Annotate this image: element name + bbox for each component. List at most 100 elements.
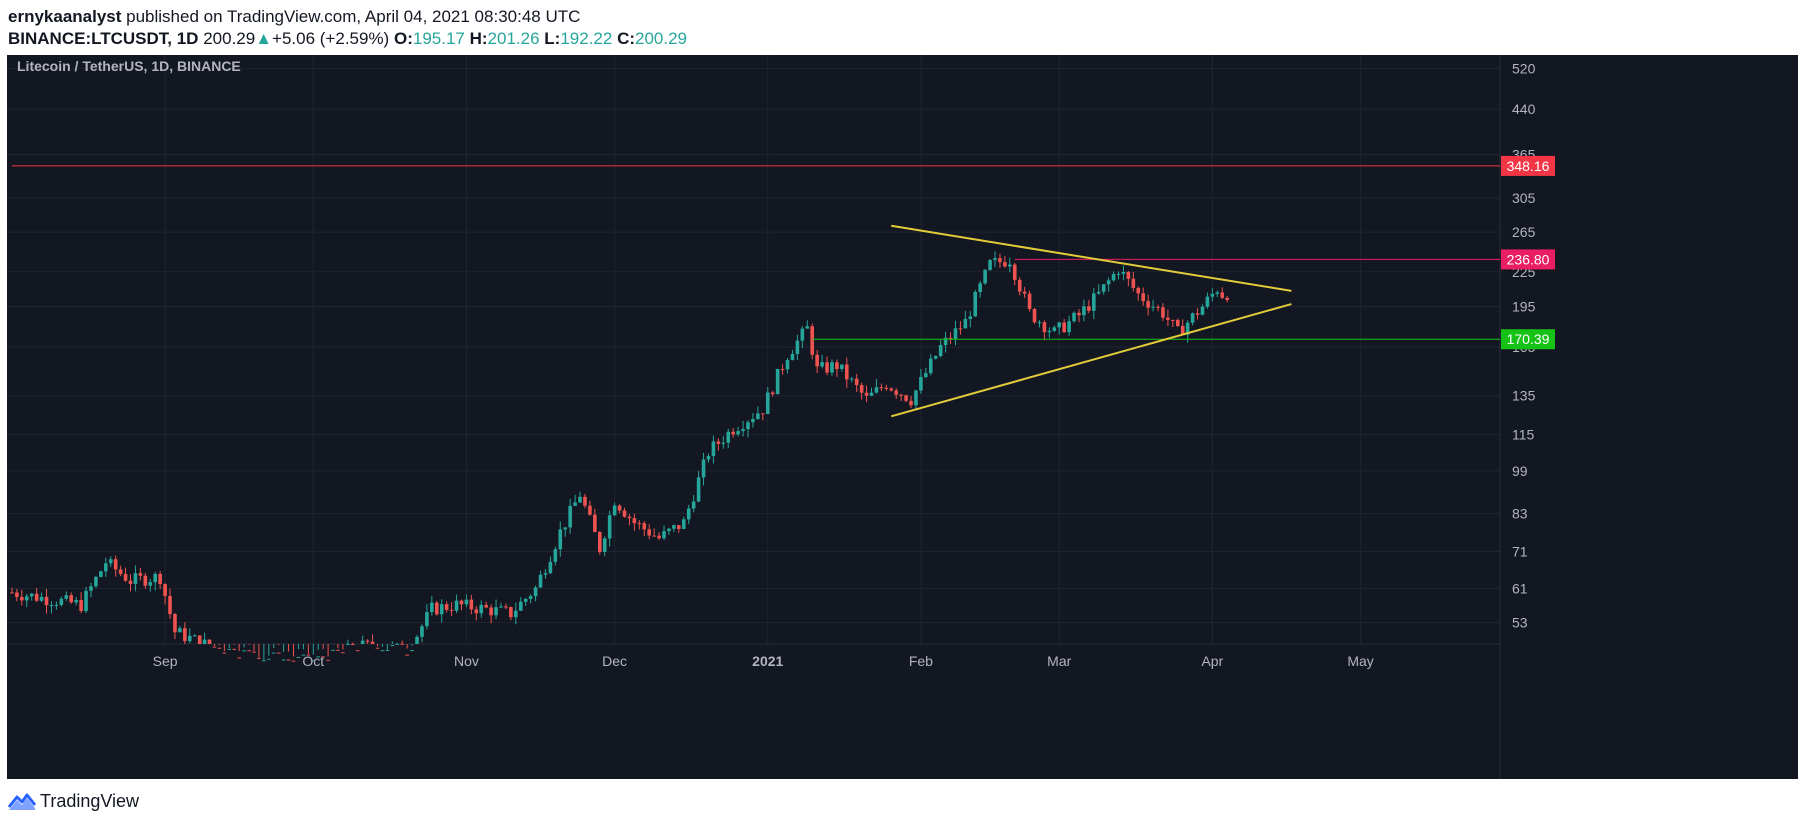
candle (380, 650, 385, 652)
candle (375, 647, 380, 649)
candle (667, 528, 671, 532)
publish-text: published on TradingView.com, April 04, … (126, 7, 581, 26)
open-label: O: (393, 29, 413, 48)
time-tick-label: Oct (302, 653, 324, 669)
candle (943, 337, 948, 346)
candle (24, 596, 29, 601)
candle (311, 660, 316, 662)
candle (420, 626, 424, 637)
candle (874, 387, 879, 393)
candle (123, 573, 128, 581)
candle (267, 658, 271, 660)
triangle-trendline-upper (891, 224, 1292, 292)
high-value: 201.26 (487, 29, 540, 48)
candle (583, 496, 587, 506)
candle (489, 607, 493, 616)
candle (202, 639, 207, 644)
candle (479, 604, 484, 614)
candle (449, 609, 454, 611)
candle (69, 595, 74, 603)
candle (652, 535, 656, 537)
candle (849, 378, 854, 380)
candle (854, 378, 859, 386)
candle (958, 328, 963, 330)
close-value: 200.29 (635, 29, 688, 48)
candle (830, 362, 834, 373)
candle (1190, 313, 1195, 323)
candle (869, 392, 874, 396)
candle (998, 258, 1002, 263)
candle (237, 657, 241, 659)
candle (252, 651, 256, 653)
candle (1151, 306, 1155, 308)
candle (736, 431, 740, 435)
candle (178, 628, 182, 633)
candle (474, 609, 479, 614)
candle (716, 441, 721, 444)
candle (158, 573, 162, 585)
candle (321, 656, 325, 658)
candle (1082, 306, 1086, 316)
price-tick-label: 135 (1512, 388, 1536, 404)
candle (331, 649, 335, 651)
candle (1096, 291, 1101, 294)
candle (612, 505, 617, 516)
candle (647, 529, 651, 536)
candle (104, 563, 108, 572)
candle (1057, 322, 1062, 328)
candle (800, 328, 805, 341)
candle (627, 516, 632, 519)
candle (143, 575, 148, 586)
candle (212, 646, 217, 648)
candle (593, 514, 597, 533)
candle (296, 656, 301, 658)
candle (1042, 322, 1047, 333)
candle (528, 596, 533, 599)
candle (222, 652, 227, 654)
candle (425, 612, 429, 627)
price-tick-label: 83 (1512, 506, 1528, 522)
high-label: H: (469, 29, 488, 48)
candle (662, 531, 666, 539)
candle (1106, 280, 1111, 285)
price-label-170.39: 170.39 (1507, 331, 1550, 347)
candle (642, 523, 647, 530)
candle (405, 654, 409, 656)
time-tick-label: Apr (1201, 653, 1223, 669)
candle (686, 508, 691, 520)
candle (573, 502, 577, 506)
price-tick-label: 520 (1512, 61, 1536, 77)
candle (1175, 319, 1180, 326)
candle (523, 598, 528, 602)
candle (568, 505, 572, 528)
candle (138, 573, 143, 576)
candle (173, 614, 177, 633)
candle (469, 599, 474, 610)
candle (434, 602, 439, 615)
candle (271, 652, 276, 654)
candle (928, 358, 933, 374)
candle (74, 600, 78, 603)
candle (247, 650, 251, 652)
candle (1003, 262, 1007, 267)
footer-brand[interactable]: TradingView (40, 790, 140, 811)
candle (118, 569, 123, 574)
close-label: C: (617, 29, 636, 48)
candle (775, 368, 780, 395)
candle (1131, 278, 1136, 288)
author-name[interactable]: ernykaanalyst (8, 7, 122, 26)
candle (439, 604, 444, 615)
candle (1052, 327, 1057, 331)
candle (765, 392, 770, 415)
candle (948, 337, 953, 340)
candle (711, 441, 716, 457)
candle (1210, 293, 1215, 297)
time-tick-label: 2021 (752, 653, 783, 669)
current-price: 200.29 (203, 29, 256, 48)
candle (761, 413, 765, 415)
candle (607, 515, 612, 539)
candle (1225, 297, 1229, 301)
price-chart[interactable]: Litecoin / TetherUS, 1D, BINANCE 53 61 71 83… (7, 55, 1798, 779)
candle (1180, 325, 1185, 335)
candle (430, 602, 434, 613)
